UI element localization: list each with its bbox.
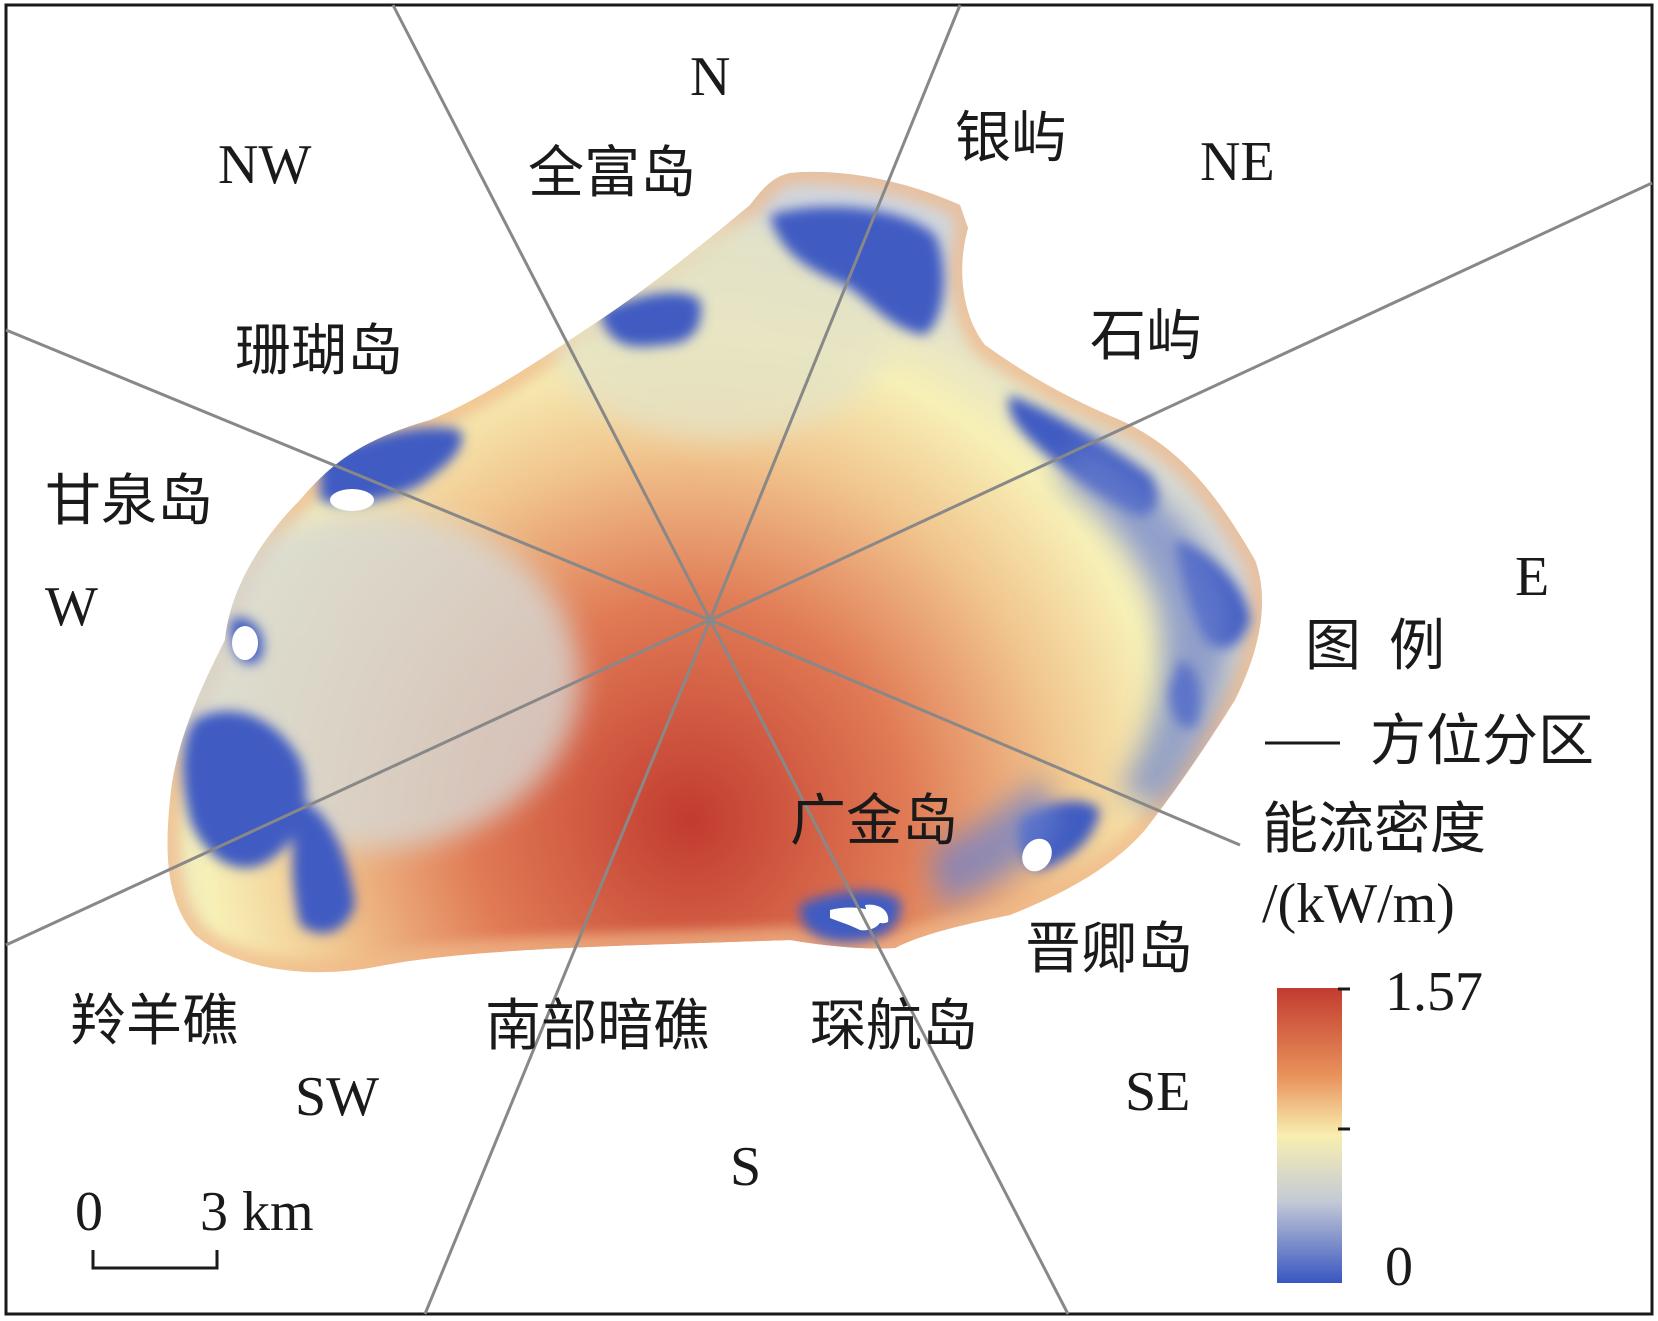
legend-min-value: 0 xyxy=(1385,1236,1413,1298)
dir-nw: NW xyxy=(218,134,311,196)
scale-bar-zero: 0 xyxy=(75,1181,103,1243)
label-guangjin-island: 广金岛 xyxy=(790,791,958,853)
legend-max-value: 1.57 xyxy=(1385,961,1483,1023)
legend-color-ramp xyxy=(1277,988,1342,1283)
sector-line-n-nw xyxy=(391,4,712,621)
dir-ne: NE xyxy=(1200,131,1275,193)
legend-density-title: 能流密度 xyxy=(1262,799,1486,861)
legend-sector-label: 方位分区 xyxy=(1370,711,1594,773)
label-lingyang-reef: 羚羊礁 xyxy=(70,991,238,1053)
scale-bar-line xyxy=(91,1250,219,1270)
dir-w: W xyxy=(45,576,98,638)
place-labels: 全富岛 银屿 珊瑚岛 石屿 甘泉岛 广金岛 晋卿岛 羚羊礁 南部暗礁 琛航岛 xyxy=(45,108,1202,1058)
label-chenhang-island: 琛航岛 xyxy=(810,996,978,1058)
label-nanbu-reef: 南部暗礁 xyxy=(485,996,709,1058)
label-quanfu-island: 全富岛 xyxy=(528,143,696,205)
sector-lines xyxy=(5,4,1653,1315)
sector-line-se-s xyxy=(708,619,1070,1315)
dir-e: E xyxy=(1515,546,1549,608)
sector-line-s-sw xyxy=(423,619,712,1315)
dir-n: N xyxy=(690,46,730,108)
label-jinqing-island: 晋卿岛 xyxy=(1025,919,1193,981)
sector-line-e-se xyxy=(709,618,1241,847)
direction-labels: N NE E SE S SW W NW xyxy=(45,46,1549,1198)
label-shanhu-island: 珊瑚岛 xyxy=(235,321,403,383)
label-shiyu: 石屿 xyxy=(1090,306,1202,368)
dir-s: S xyxy=(730,1136,761,1198)
legend: 图 例 方位分区 能流密度 /(kW/m) 1.57 0 xyxy=(1262,616,1594,1298)
scale-bar-distance: 3 km xyxy=(200,1181,314,1243)
dir-sw: SW xyxy=(295,1066,379,1128)
legend-density-unit: /(kW/m) xyxy=(1262,873,1455,935)
sector-line-w-nw xyxy=(5,328,711,622)
dir-se: SE xyxy=(1125,1061,1190,1123)
label-ganquan-island: 甘泉岛 xyxy=(45,471,213,533)
label-yinyu: 银屿 xyxy=(955,108,1067,170)
sector-line-n-ne xyxy=(708,4,962,621)
legend-title: 图 例 xyxy=(1305,616,1445,678)
scale-bar: 0 3 km xyxy=(75,1181,314,1270)
sector-line-ne-e xyxy=(709,181,1653,622)
sector-line-sw-w xyxy=(5,618,711,947)
